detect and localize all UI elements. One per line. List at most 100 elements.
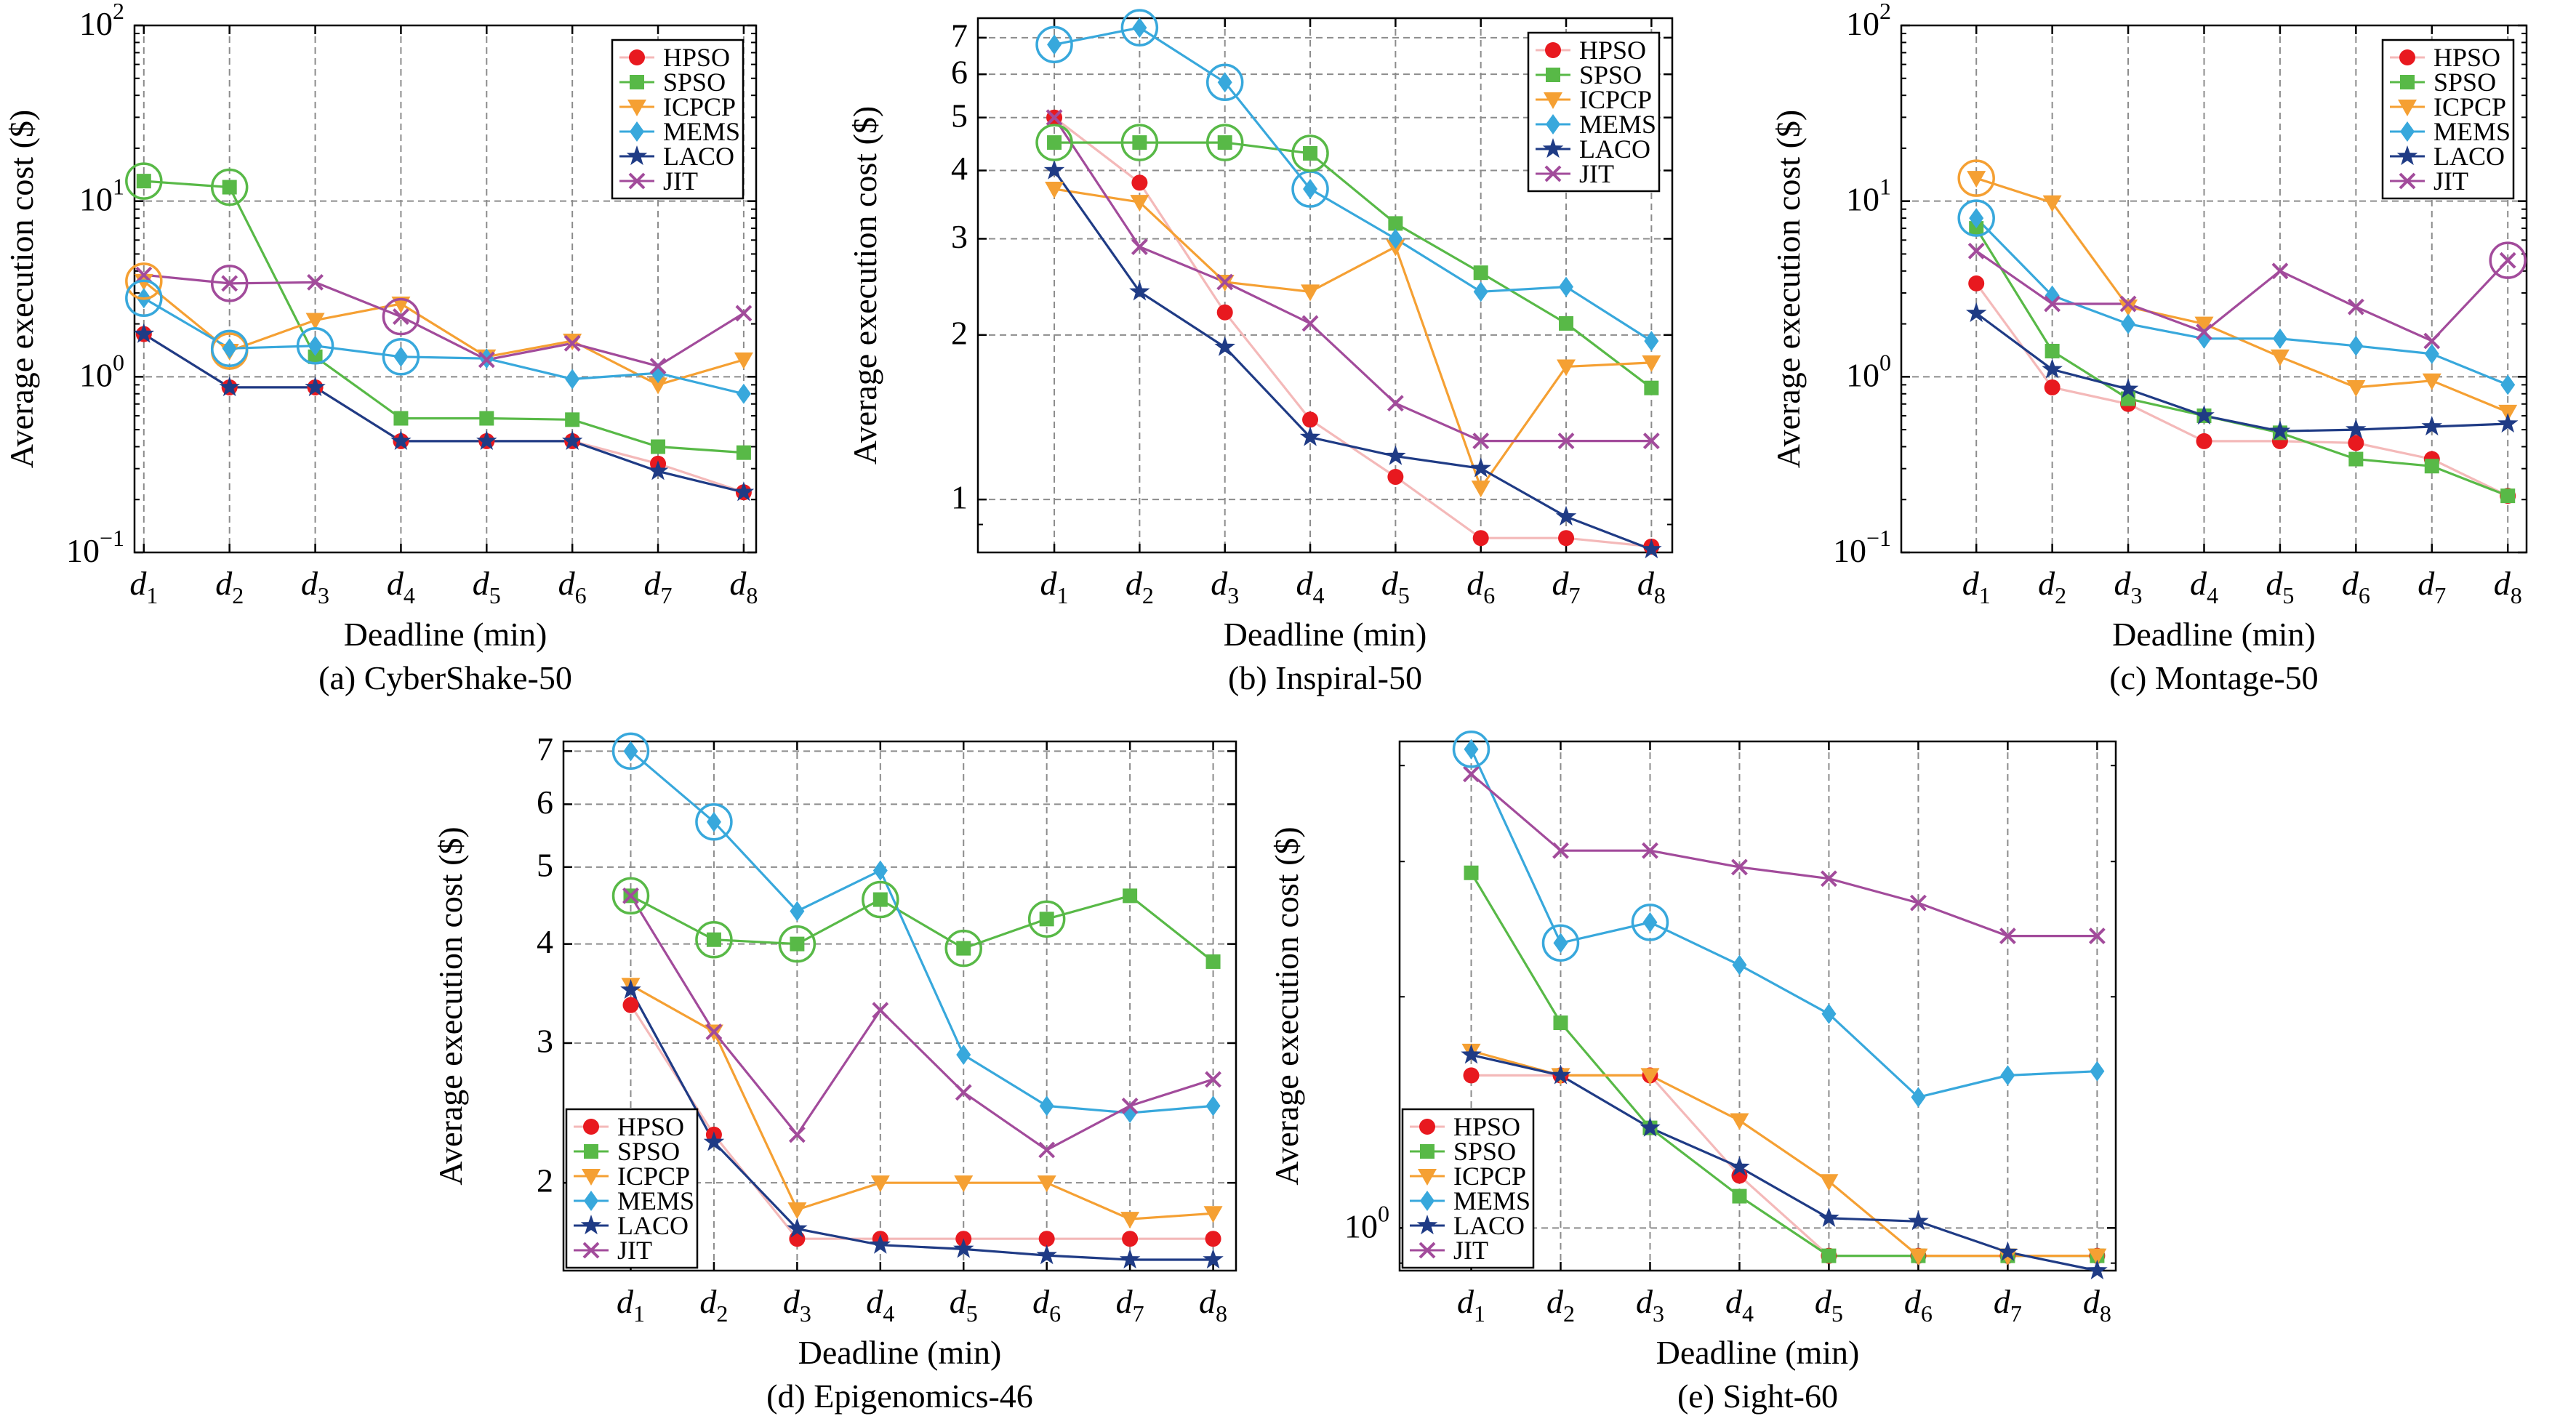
point-laco <box>647 460 669 480</box>
point-mems <box>706 811 721 832</box>
point-jit <box>1121 1097 1139 1114</box>
point-jit <box>2423 332 2441 350</box>
point-icpcp <box>1203 1206 1223 1223</box>
point-laco <box>1908 1210 1929 1231</box>
point-icpcp <box>1730 1113 1749 1130</box>
point-laco <box>2117 378 2139 398</box>
point-jit <box>1472 433 1490 449</box>
x-tick-label: d7 <box>1116 1283 1144 1327</box>
point-laco <box>1214 336 1235 356</box>
x-tick-label: d2 <box>215 565 244 608</box>
highlight-circle <box>1205 63 1244 101</box>
series-line-icpcp <box>1471 1050 2098 1258</box>
chart-panel-3: 10−1 100 101 102 d1 d2 d3 d4 d5 d6 d7 d8 Deadline (m… <box>1770 0 2528 696</box>
chart-caption: (a) CyberShake-50 <box>318 659 572 696</box>
legend-label-icpcp: ICPCP <box>617 1162 690 1191</box>
highlight-circle <box>1957 159 1995 197</box>
highlight-circle <box>1957 199 1995 237</box>
legend-marker-laco <box>1416 1215 1438 1235</box>
series-line-icpcp <box>1054 188 1652 491</box>
point-laco <box>1965 302 1987 323</box>
point-mems <box>393 346 409 367</box>
highlight-circle <box>695 802 733 841</box>
point-spso <box>1039 912 1054 927</box>
point-jit <box>1642 433 1660 449</box>
point-spso <box>1644 380 1659 395</box>
highlight-circle <box>1631 904 1669 941</box>
series-layer <box>1957 159 2527 504</box>
point-mems <box>1553 933 1568 954</box>
point-mems <box>956 1045 971 1066</box>
y-tick-label: 102 <box>1846 0 1891 42</box>
x-tick-label: d8 <box>729 565 758 608</box>
point-hpso <box>2196 433 2212 449</box>
y-tick-label: 3 <box>951 218 968 255</box>
legend-marker-laco <box>580 1215 602 1235</box>
series-line-mems <box>143 297 745 395</box>
series-line-mems <box>1470 749 2098 1099</box>
point-jit <box>1642 842 1658 859</box>
x-axis-label: Deadline (min) <box>344 616 547 653</box>
point-mems <box>1644 331 1659 352</box>
x-tick-label: d1 <box>129 565 158 608</box>
x-tick-label: d2 <box>699 1283 728 1327</box>
point-icpcp <box>2119 299 2138 317</box>
series-line-icpcp <box>1975 177 2508 414</box>
series-line-jit <box>630 895 1213 1151</box>
y-tick-label: 10−1 <box>66 525 124 568</box>
x-tick-label: d7 <box>1552 565 1581 608</box>
point-jit <box>307 273 324 291</box>
point-icpcp <box>870 1175 890 1193</box>
series-line-hpso <box>1975 282 2508 497</box>
point-hpso <box>1968 275 1985 291</box>
legend-label-hpso: HPSO <box>1579 36 1646 65</box>
y-tick-label: 4 <box>951 150 968 187</box>
point-laco <box>703 1131 725 1151</box>
y-tick-label: 102 <box>79 0 124 42</box>
series-line-laco <box>143 333 745 494</box>
point-spso <box>1047 135 1062 150</box>
legend-label-mems: MEMS <box>1579 110 1656 139</box>
y-tick-label: 7 <box>537 731 553 768</box>
highlight-circle <box>1205 124 1244 161</box>
highlight-circle <box>125 279 163 318</box>
point-icpcp <box>734 352 753 369</box>
legend-label-laco: LACO <box>2433 142 2505 171</box>
series-line-laco <box>630 989 1213 1261</box>
point-jit <box>1205 1071 1221 1088</box>
plot-frame <box>133 24 758 554</box>
x-tick-label: d8 <box>1637 565 1666 608</box>
point-mems <box>1473 281 1488 302</box>
legend-marker-mems <box>2400 121 2415 142</box>
legend-label-laco: LACO <box>1453 1211 1525 1240</box>
point-laco <box>953 1238 974 1258</box>
series-line-mems <box>630 750 1213 1114</box>
x-tick-label: d1 <box>1457 1283 1485 1327</box>
point-laco <box>1299 426 1321 446</box>
point-spso <box>565 412 580 427</box>
legend-label-spso: SPSO <box>663 68 726 97</box>
point-mems <box>1969 208 1984 229</box>
legend-box <box>611 39 745 200</box>
point-jit <box>1557 433 1575 449</box>
point-jit <box>2119 295 2137 313</box>
x-tick-label: d3 <box>1211 565 1239 608</box>
y-axis-label: Average execution cost ($) <box>846 106 883 464</box>
legend-label-icpcp: ICPCP <box>2433 92 2506 121</box>
point-spso <box>222 180 237 195</box>
point-laco <box>1550 1064 1571 1085</box>
legend-marker-jit <box>1544 165 1562 182</box>
point-hpso <box>1038 1231 1055 1247</box>
legend-label-icpcp: ICPCP <box>663 92 736 121</box>
legend-label-mems: MEMS <box>663 117 740 146</box>
legend-marker-icpcp <box>582 1169 601 1186</box>
point-spso <box>1732 1188 1747 1204</box>
y-axis-label: Average execution cost ($) <box>3 110 40 468</box>
legend-label-laco: LACO <box>663 142 734 171</box>
legend-marker-icpcp <box>627 100 646 116</box>
legend-marker-icpcp <box>1418 1169 1437 1186</box>
legend-marker-mems <box>1546 114 1560 134</box>
point-icpcp <box>1967 171 1986 188</box>
